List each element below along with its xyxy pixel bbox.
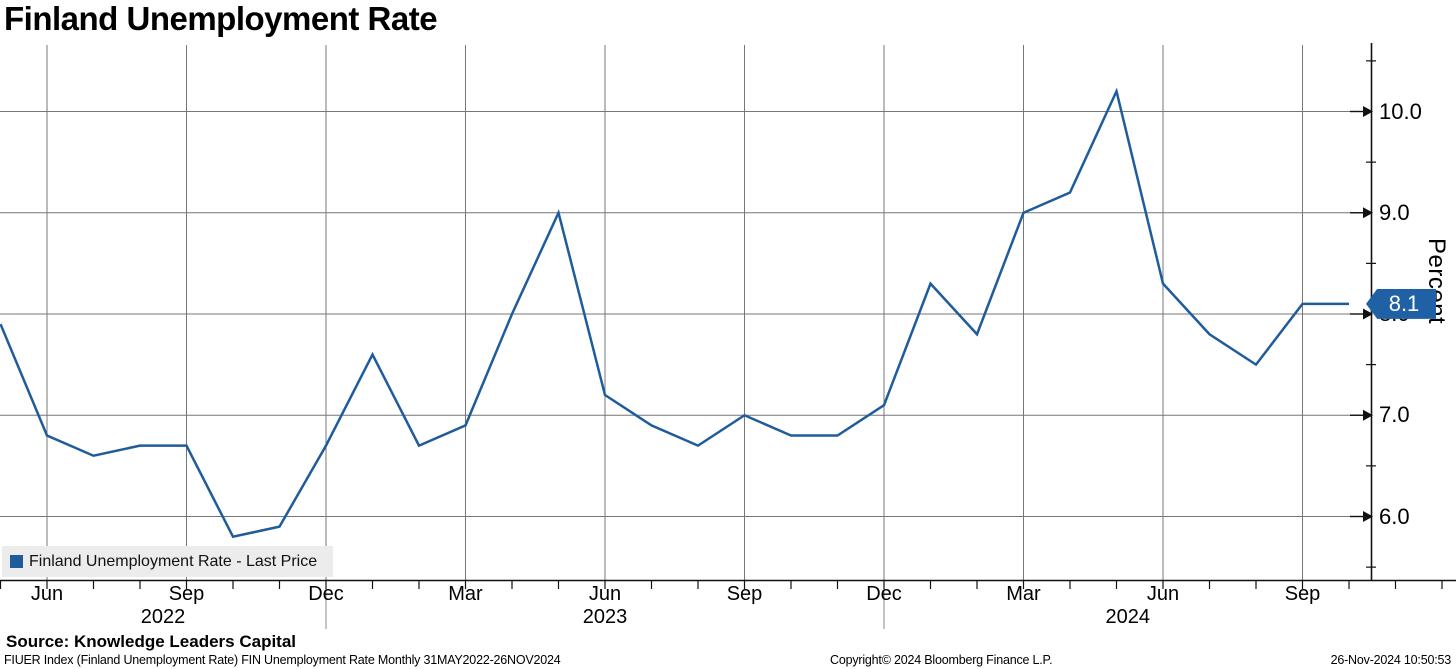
legend-series-swatch — [10, 555, 23, 568]
y-axis-tick-arrow — [1363, 409, 1373, 421]
y-axis-tick-label: 9.0 — [1379, 199, 1410, 225]
x-axis-year-label: 2024 — [1105, 606, 1151, 628]
last-price-badge: 8.1 — [1366, 288, 1436, 319]
y-axis-tick-arrow — [1363, 511, 1373, 522]
legend-series-label: Finland Unemployment Rate - Last Price — [29, 552, 318, 570]
copyright-notice: Copyright© 2024 Bloomberg Finance L.P. — [830, 653, 1053, 667]
x-axis-tick-label: Sep — [168, 583, 205, 605]
timestamp: 26-Nov-2024 10:50:53 — [1330, 653, 1452, 667]
x-axis-tick-label: Dec — [308, 583, 344, 605]
x-axis-tick-label: Dec — [866, 583, 902, 605]
y-axis-tick-arrow — [1363, 106, 1373, 117]
y-axis-tick-label: 10.0 — [1379, 98, 1422, 124]
unemployment-rate-line — [0, 87, 1349, 539]
chart-title: Finland Unemployment Rate — [4, 0, 438, 37]
x-axis-tick-label: Sep — [726, 583, 763, 605]
x-axis-tick-label: Jun — [30, 583, 64, 605]
y-axis-tick-label: 7.0 — [1379, 402, 1410, 428]
x-axis-tick-label: Jun — [588, 583, 622, 605]
y-axis-tick-arrow — [1363, 308, 1373, 320]
legend: Finland Unemployment Rate - Last Price — [2, 546, 333, 577]
x-axis-year-label: 2023 — [582, 606, 628, 628]
x-axis-tick-label: Sep — [1284, 583, 1321, 605]
ticker-info: FIUER Index (Finland Unemployment Rate) … — [4, 653, 561, 667]
y-axis-tick-arrow — [1363, 207, 1373, 219]
source-credit: Source: Knowledge Leaders Capital — [6, 632, 297, 651]
y-axis-tick-label: 6.0 — [1379, 503, 1410, 529]
x-axis-tick-label: Mar — [448, 583, 483, 605]
x-axis-year-label: 2022 — [140, 606, 186, 628]
x-axis-tick-label: Mar — [1006, 583, 1041, 605]
x-axis-tick-label: Jun — [1146, 583, 1180, 605]
